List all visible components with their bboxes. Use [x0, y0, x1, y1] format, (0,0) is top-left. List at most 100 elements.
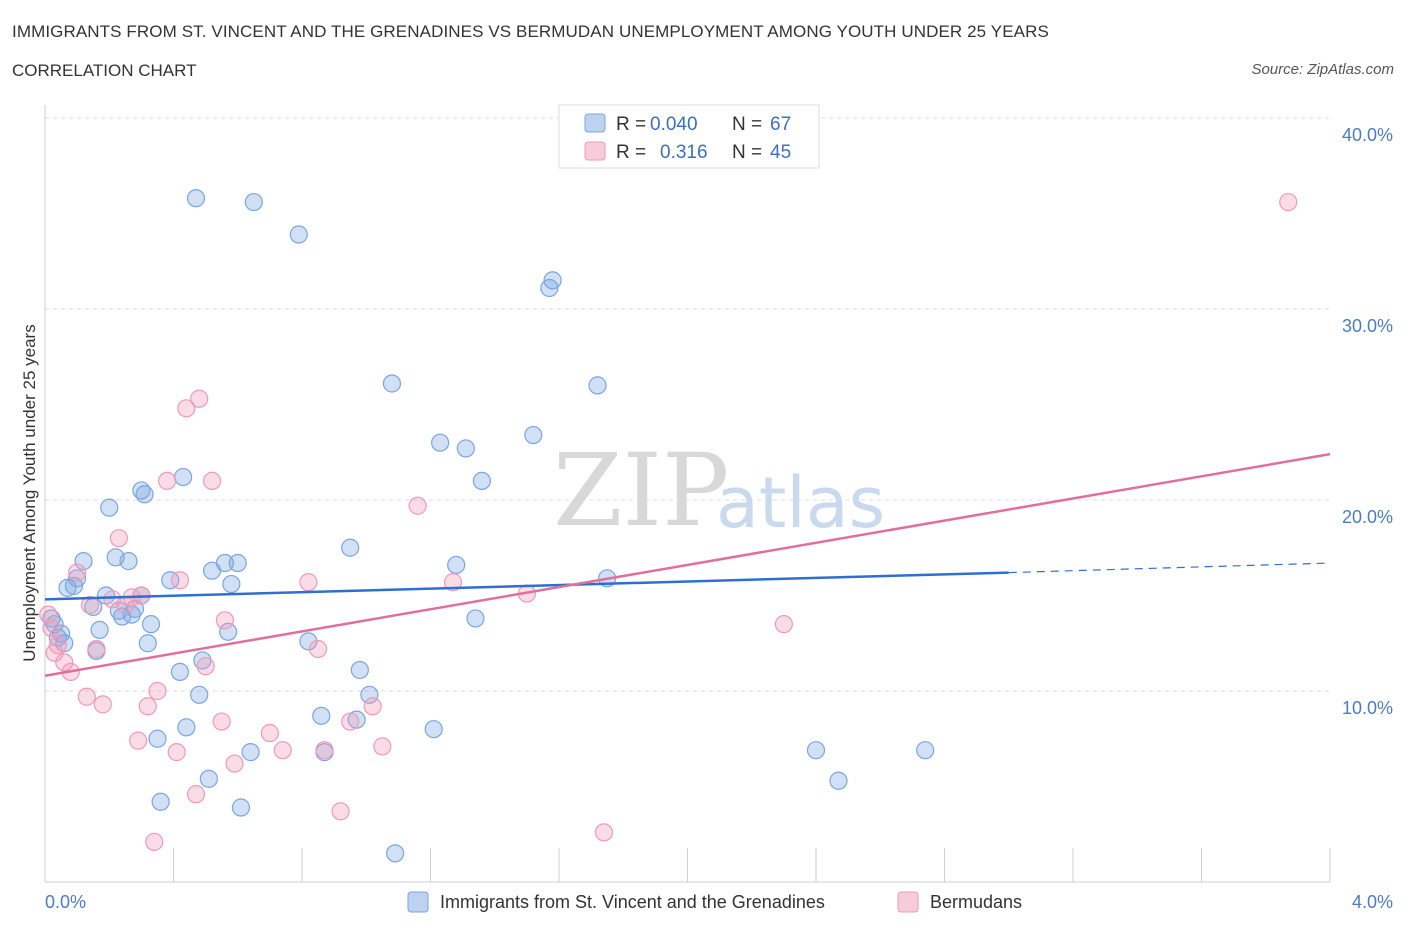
chart-subtitle: CORRELATION CHART	[12, 61, 197, 80]
point-immigrants	[431, 433, 450, 452]
point-bermudans	[167, 743, 186, 762]
point-immigrants	[141, 615, 161, 634]
point-bermudans	[299, 573, 318, 592]
y-tick-label: 10.0%	[1342, 698, 1393, 718]
point-immigrants	[174, 467, 193, 487]
point-immigrants	[219, 622, 238, 641]
point-bermudans	[341, 712, 360, 731]
point-bermudans	[148, 681, 167, 701]
point-bermudans	[196, 657, 215, 676]
point-bermudans	[39, 605, 58, 624]
data-points	[39, 189, 1298, 863]
point-immigrants	[215, 553, 234, 573]
point-immigrants	[90, 620, 109, 639]
trend-line-immigrants	[44, 571, 1009, 601]
y-tick-label: 20.0%	[1342, 507, 1393, 527]
point-immigrants	[199, 769, 218, 788]
legend-n-label-blue: N =	[732, 114, 762, 135]
point-immigrants	[148, 729, 167, 748]
legend-n-label-pink: N =	[732, 142, 762, 163]
point-immigrants	[289, 225, 308, 244]
point-immigrants	[135, 485, 154, 504]
point-immigrants	[350, 660, 369, 680]
trend-extension-immigrants	[1008, 562, 1331, 574]
point-bermudans	[594, 823, 614, 842]
legend-n-value-blue: 67	[770, 114, 791, 135]
point-immigrants	[193, 651, 212, 670]
point-bermudans	[186, 785, 206, 804]
point-immigrants	[360, 685, 379, 704]
point-immigrants	[55, 634, 74, 653]
point-bermudans	[315, 741, 334, 760]
point-bermudans	[42, 618, 61, 638]
point-immigrants	[74, 552, 93, 571]
point-immigrants	[228, 553, 247, 573]
legend-r-value-blue: 0.040	[650, 114, 698, 135]
point-bermudans	[774, 615, 793, 634]
y-tick-labels: 10.0% 20.0% 30.0% 40.0%	[1342, 125, 1393, 718]
point-immigrants	[170, 662, 190, 682]
point-immigrants	[119, 552, 138, 571]
point-bermudans	[77, 687, 96, 706]
point-bermudans	[308, 639, 328, 659]
x-tick-min: 0.0%	[45, 892, 86, 912]
point-immigrants	[447, 555, 466, 575]
point-immigrants	[382, 374, 402, 393]
bottom-legend-swatch-blue	[407, 891, 429, 913]
point-bermudans	[80, 595, 100, 615]
point-immigrants	[386, 844, 405, 863]
point-bermudans	[202, 471, 222, 490]
watermark-zip: ZIP	[553, 432, 729, 549]
point-immigrants	[424, 720, 443, 739]
point-bermudans	[145, 832, 164, 851]
point-bermudans	[273, 741, 292, 760]
point-bermudans	[170, 571, 190, 590]
legend-swatch-pink	[584, 141, 606, 161]
point-bermudans	[373, 737, 392, 756]
point-immigrants	[456, 439, 475, 458]
point-immigrants	[916, 741, 935, 760]
legend-r-label-blue: R =	[616, 114, 646, 135]
point-immigrants	[588, 376, 607, 395]
point-bermudans	[87, 639, 106, 659]
point-immigrants	[161, 571, 180, 590]
point-bermudans	[68, 563, 87, 582]
y-tick-label: 30.0%	[1342, 316, 1393, 336]
point-bermudans	[109, 529, 128, 548]
point-immigrants	[241, 743, 260, 762]
bottom-legend: Immigrants from St. Vincent and the Gren…	[407, 891, 1022, 913]
legend-n-value-pink: 45	[770, 142, 791, 163]
trend-lines	[44, 452, 1331, 677]
top-legend: R = 0.040 N = 67 R = 0.316 N = 45	[558, 104, 820, 169]
point-bermudans	[225, 754, 244, 773]
point-immigrants	[100, 498, 119, 517]
source-label: Source: ZipAtlas.com	[1251, 61, 1394, 78]
watermark-atlas: atlas	[716, 462, 885, 544]
point-bermudans	[48, 636, 67, 655]
point-immigrants	[68, 569, 87, 588]
point-immigrants	[190, 685, 209, 704]
point-bermudans	[129, 731, 148, 750]
bottom-legend-label-blue: Immigrants from St. Vincent and the Gren…	[440, 892, 825, 912]
y-axis-label: Unemployment Among Youth under 25 years	[20, 324, 39, 661]
point-bermudans	[157, 471, 177, 490]
point-immigrants	[543, 271, 562, 290]
bottom-legend-label-pink: Bermudans	[930, 892, 1022, 912]
legend-swatch-blue	[584, 113, 606, 133]
point-bermudans	[215, 611, 234, 630]
point-immigrants	[347, 710, 366, 729]
point-bermudans	[1279, 192, 1298, 212]
y-tick-label: 40.0%	[1342, 125, 1393, 145]
point-bermudans	[93, 695, 112, 714]
point-immigrants	[312, 706, 331, 725]
legend-r-label-pink: R =	[616, 142, 646, 163]
point-immigrants	[466, 609, 485, 628]
point-immigrants	[299, 632, 318, 651]
point-immigrants	[231, 798, 251, 817]
grid	[45, 117, 1330, 692]
point-immigrants	[222, 574, 241, 594]
point-immigrants	[806, 741, 826, 760]
point-immigrants	[829, 771, 848, 790]
point-bermudans	[138, 697, 157, 716]
